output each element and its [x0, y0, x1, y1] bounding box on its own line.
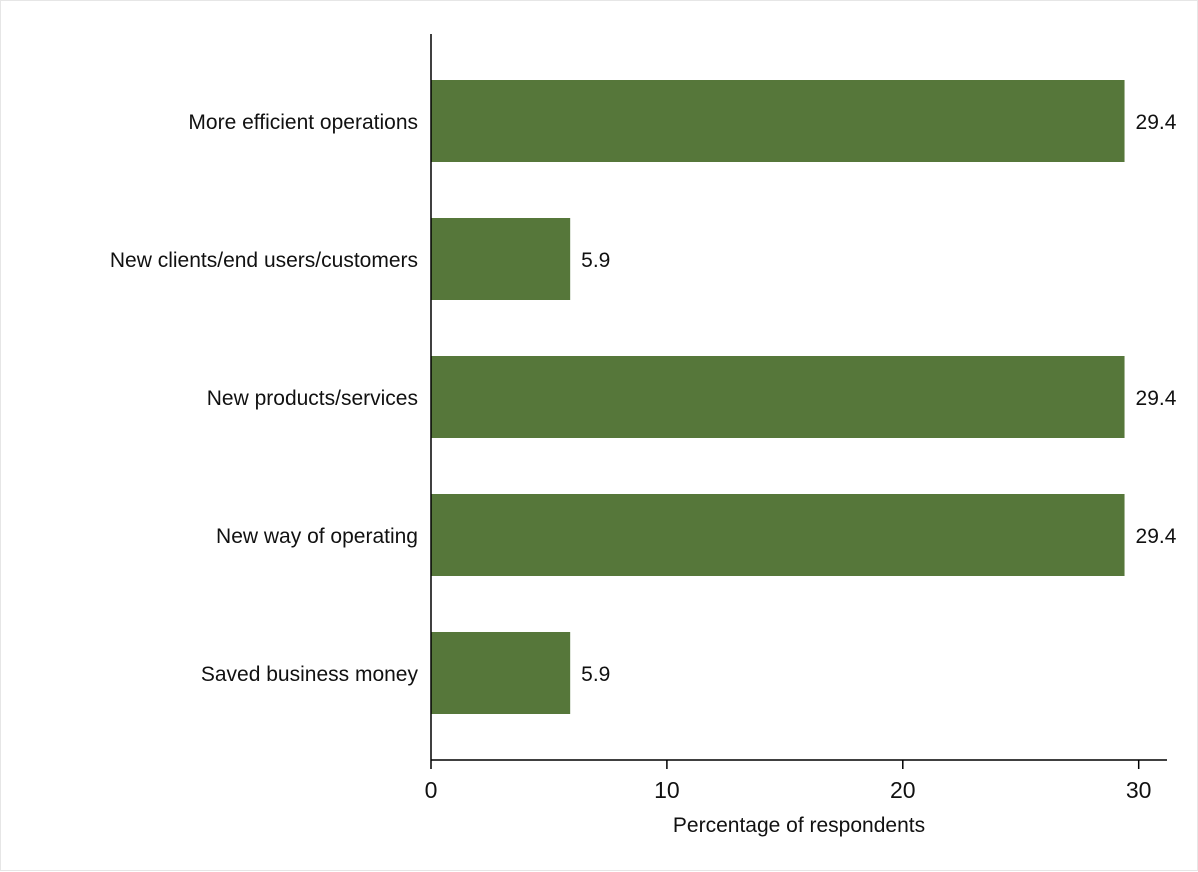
x-tick-label-10: 10 [654, 777, 680, 803]
bar-5 [431, 632, 571, 714]
category-label-5: Saved business money [201, 663, 419, 686]
value-label-1: 29.4 [1136, 111, 1177, 134]
bar-1 [431, 80, 1125, 162]
x-tick-label-30: 30 [1126, 777, 1152, 803]
bar-3 [431, 356, 1125, 438]
bar-4 [431, 494, 1125, 576]
bars-layer [431, 80, 1125, 714]
value-label-5: 5.9 [581, 663, 610, 686]
category-label-4: New way of operating [216, 525, 418, 548]
value-label-4: 29.4 [1136, 525, 1177, 548]
category-label-3: New products/services [207, 387, 418, 410]
category-label-2: New clients/end users/customers [110, 249, 418, 272]
x-tick-label-20: 20 [890, 777, 916, 803]
x-axis-title: Percentage of respondents [673, 814, 925, 837]
x-tick-label-0: 0 [425, 777, 438, 803]
labels-layer: More efficient operations 29.4 New clients… [110, 111, 1177, 686]
axes-layer: 0 10 20 30 Percentage of respondents [425, 34, 1167, 837]
bar-2 [431, 218, 571, 300]
value-label-2: 5.9 [581, 249, 610, 272]
value-label-3: 29.4 [1136, 387, 1177, 410]
category-label-1: More efficient operations [188, 111, 418, 134]
